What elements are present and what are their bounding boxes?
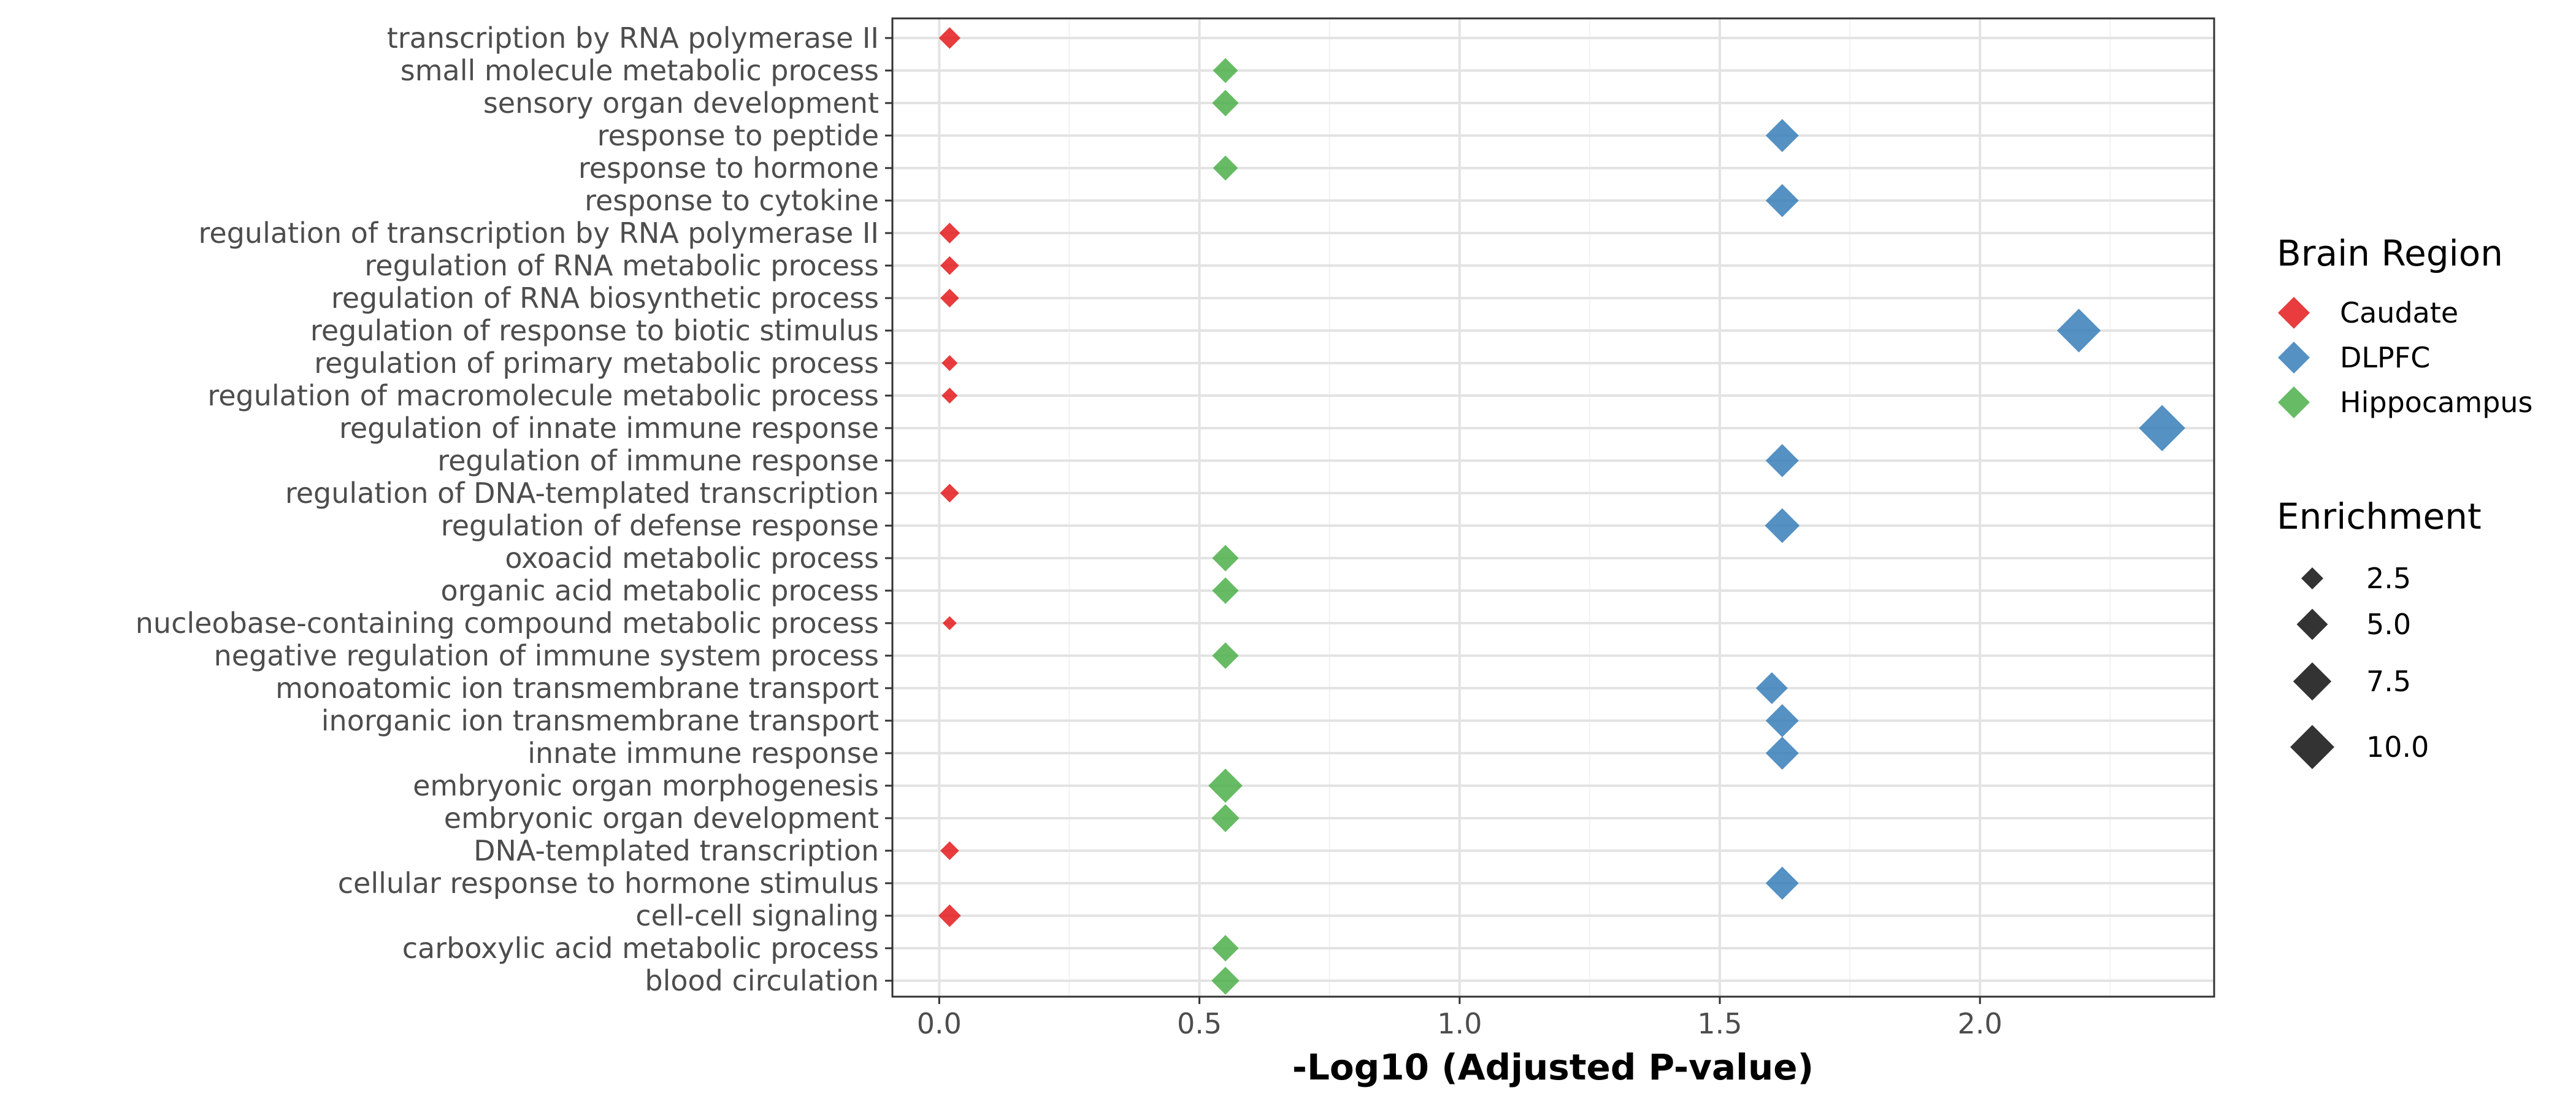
data-point-hippocampus xyxy=(1208,769,1243,803)
y-tick-label: inorganic ion transmembrane transport xyxy=(321,704,879,737)
legend-title-brain-region: Brain Region xyxy=(2277,232,2503,274)
x-tick-label: 0.0 xyxy=(917,1007,962,1040)
data-point-caudate xyxy=(941,355,958,371)
data-point-caudate xyxy=(940,256,959,275)
legend-size-key xyxy=(2301,567,2323,589)
data-point-caudate xyxy=(942,616,957,631)
legend-key-hippocampus xyxy=(2278,386,2310,418)
y-tick-label: regulation of RNA metabolic process xyxy=(364,249,879,282)
data-point-dlpfc xyxy=(1765,867,1799,900)
data-points xyxy=(938,27,2185,995)
data-point-hippocampus xyxy=(1212,935,1239,962)
data-point-caudate xyxy=(940,483,959,503)
data-point-caudate xyxy=(940,841,959,861)
y-tick-label: DNA-templated transcription xyxy=(473,834,879,867)
y-tick-label: innate immune response xyxy=(527,737,879,770)
y-tick-label: embryonic organ morphogenesis xyxy=(413,769,879,802)
plot-panel-background xyxy=(892,18,2214,997)
x-axis: 0.0 0.5 1.0 1.5 2.0 xyxy=(917,997,2003,1040)
y-tick-label: response to cytokine xyxy=(585,184,879,217)
y-tick-label: regulation of transcription by RNA polym… xyxy=(199,217,879,250)
data-point-caudate xyxy=(938,27,960,49)
data-point-dlpfc xyxy=(1765,119,1799,152)
legend-label-dlpfc: DLPFC xyxy=(2340,341,2430,374)
plot-panel-border xyxy=(891,17,2215,998)
y-tick-label: oxoacid metabolic process xyxy=(505,542,879,575)
y-tick-label: carboxylic acid metabolic process xyxy=(402,932,879,965)
legend-size-key xyxy=(2296,608,2328,640)
data-point-hippocampus xyxy=(1213,58,1238,83)
legend-label-caudate: Caudate xyxy=(2340,296,2458,329)
data-point-hippocampus xyxy=(1211,804,1240,832)
data-point-caudate xyxy=(941,388,958,404)
y-tick-label: sensory organ development xyxy=(483,86,879,120)
legend-size-key xyxy=(2290,725,2334,769)
y-tick-label: organic acid metabolic process xyxy=(441,574,879,607)
y-tick-label: regulation of response to biotic stimulu… xyxy=(310,314,879,347)
y-tick-label: regulation of DNA-templated transcriptio… xyxy=(285,477,879,510)
y-tick-label: regulation of defense response xyxy=(441,509,879,542)
y-tick-label: transcription by RNA polymerase II xyxy=(387,21,879,55)
y-tick-label: regulation of macromolecule metabolic pr… xyxy=(207,379,879,412)
legend: Brain Region Caudate DLPFC Hippocampus Enric… xyxy=(2277,232,2533,769)
data-point-caudate xyxy=(938,904,961,927)
x-tick-label: 0.5 xyxy=(1177,1007,1222,1040)
data-point-hippocampus xyxy=(1212,577,1239,604)
data-point-hippocampus xyxy=(1213,155,1238,181)
y-tick-label: regulation of immune response xyxy=(437,444,879,477)
y-tick-label: cellular response to hormone stimulus xyxy=(338,867,879,900)
data-point-dlpfc xyxy=(1765,704,1799,737)
legend-key-caudate xyxy=(2278,297,2310,329)
data-point-dlpfc xyxy=(1765,184,1799,217)
data-point-caudate xyxy=(940,288,959,308)
data-point-dlpfc xyxy=(1765,444,1799,477)
legend-size-label: 5.0 xyxy=(2366,608,2411,641)
y-tick-label: small molecule metabolic process xyxy=(401,54,879,87)
data-point-dlpfc xyxy=(1755,672,1788,704)
legend-label-hippocampus: Hippocampus xyxy=(2340,386,2533,419)
legend-size-label: 2.5 xyxy=(2366,562,2411,595)
x-tick-label: 2.0 xyxy=(1958,1007,2003,1040)
y-tick-label: response to peptide xyxy=(597,119,879,152)
y-tick-label: regulation of innate immune response xyxy=(339,412,879,445)
y-tick-label: regulation of RNA biosynthetic process xyxy=(331,282,879,315)
x-tick-label: 1.5 xyxy=(1697,1007,1742,1040)
grid-lines xyxy=(892,18,2214,997)
y-tick-label: monoatomic ion transmembrane transport xyxy=(275,672,879,705)
data-point-dlpfc xyxy=(2057,309,2101,353)
legend-size-label: 10.0 xyxy=(2366,730,2429,764)
y-tick-label: blood circulation xyxy=(645,964,879,997)
y-tick-label: cell-cell signaling xyxy=(635,899,879,932)
data-point-dlpfc xyxy=(2139,405,2185,451)
data-point-caudate xyxy=(939,223,960,243)
legend-size-label: 7.5 xyxy=(2366,665,2411,698)
data-point-dlpfc xyxy=(1765,737,1799,770)
x-axis-title: -Log10 (Adjusted P-value) xyxy=(1292,1046,1814,1088)
x-tick-label: 1.0 xyxy=(1437,1007,1482,1040)
legend-key-dlpfc xyxy=(2278,342,2310,374)
data-point-hippocampus xyxy=(1212,545,1239,572)
data-point-hippocampus xyxy=(1212,642,1239,669)
y-tick-label: regulation of primary metabolic process xyxy=(314,347,879,380)
y-tick-label: negative regulation of immune system pro… xyxy=(214,639,879,672)
data-point-dlpfc xyxy=(1765,508,1800,543)
legend-size-key xyxy=(2293,662,2332,701)
legend-title-enrichment: Enrichment xyxy=(2277,496,2482,537)
y-tick-label: embryonic organ development xyxy=(444,802,879,835)
y-tick-label: response to hormone xyxy=(578,151,879,185)
data-point-hippocampus xyxy=(1212,90,1239,117)
data-point-hippocampus xyxy=(1211,967,1240,995)
y-tick-label: nucleobase-containing compound metabolic… xyxy=(136,607,879,640)
y-axis: transcription by RNA polymerase IIsmall … xyxy=(136,21,892,997)
